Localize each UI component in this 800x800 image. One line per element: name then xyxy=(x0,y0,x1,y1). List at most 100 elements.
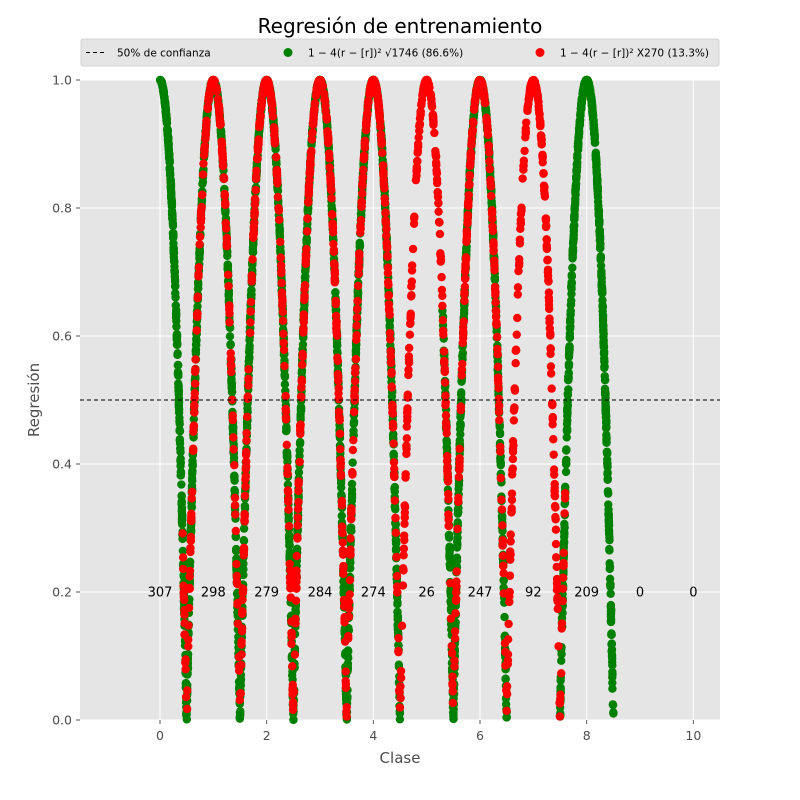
data-point-green xyxy=(239,570,248,580)
data-point-green xyxy=(156,75,165,85)
data-point-green xyxy=(172,316,181,326)
data-point-green xyxy=(457,377,466,386)
data-point-green xyxy=(331,288,340,297)
data-point-green xyxy=(176,467,186,477)
data-point-green xyxy=(394,660,404,669)
data-point-red xyxy=(253,142,263,151)
data-point-green xyxy=(295,437,305,447)
data-point-red xyxy=(356,228,365,237)
data-point-green xyxy=(387,392,397,401)
data-point-green xyxy=(164,145,173,154)
data-point-red xyxy=(292,551,301,561)
data-point-green xyxy=(566,322,575,331)
data-point-green xyxy=(389,452,399,461)
data-point-red xyxy=(432,175,442,184)
data-point-red xyxy=(395,703,405,712)
data-point-red xyxy=(407,266,417,275)
data-point-red xyxy=(290,650,300,659)
data-point-green xyxy=(175,419,184,429)
data-point-red xyxy=(279,338,288,347)
data-point-red xyxy=(225,318,234,327)
data-point-red xyxy=(459,317,468,326)
data-point-red xyxy=(348,445,358,455)
data-point-green xyxy=(297,366,307,375)
data-point-green xyxy=(571,184,580,194)
data-point-green xyxy=(194,284,203,293)
data-point-red xyxy=(516,224,525,234)
data-point-green xyxy=(389,429,398,439)
data-point-red xyxy=(402,422,411,431)
data-point-green xyxy=(559,541,568,551)
data-point-green xyxy=(452,537,462,546)
data-point-red xyxy=(546,369,556,378)
data-point-red xyxy=(190,401,199,410)
data-point-green xyxy=(442,444,452,454)
data-point-red xyxy=(243,392,253,401)
data-point-red xyxy=(358,181,367,191)
data-point-green xyxy=(159,87,168,96)
data-point-green xyxy=(459,305,469,315)
data-point-green xyxy=(561,460,571,469)
data-point-red xyxy=(520,146,529,156)
data-point-red xyxy=(271,152,281,162)
data-point-green xyxy=(341,689,351,699)
data-point-red xyxy=(182,704,192,714)
data-point-red xyxy=(549,450,558,459)
data-point-green xyxy=(390,482,400,492)
data-point-green xyxy=(231,532,240,542)
data-point-red xyxy=(336,444,345,454)
data-point-red xyxy=(548,420,557,429)
data-point-green xyxy=(454,503,463,513)
data-point-green xyxy=(162,115,171,124)
data-point-green xyxy=(595,244,605,253)
data-point-green xyxy=(303,206,313,216)
data-point-green xyxy=(195,246,204,256)
data-point-red xyxy=(231,510,240,519)
data-point-red xyxy=(463,210,473,220)
data-point-green xyxy=(229,453,239,463)
data-point-green xyxy=(168,229,178,238)
data-point-green xyxy=(556,676,565,685)
data-point-red xyxy=(405,319,415,329)
data-point-green xyxy=(239,565,248,574)
data-point-green xyxy=(561,467,571,477)
data-point-red xyxy=(551,525,561,534)
data-point-green xyxy=(170,282,180,291)
data-point-green xyxy=(501,674,510,684)
data-point-green xyxy=(175,427,185,436)
data-point-red xyxy=(493,362,503,372)
data-point-red xyxy=(389,439,398,448)
data-point-green xyxy=(449,708,458,717)
data-point-red xyxy=(402,441,411,450)
data-point-red xyxy=(494,407,504,416)
data-point-red xyxy=(465,171,474,180)
data-point-green xyxy=(598,296,607,305)
data-point-red xyxy=(440,358,449,367)
data-point-red xyxy=(230,501,240,510)
data-point-green xyxy=(336,483,346,492)
data-point-red xyxy=(396,673,406,683)
data-point-green xyxy=(236,675,246,684)
data-point-green xyxy=(282,448,292,457)
data-point-red xyxy=(560,509,569,518)
data-point-red xyxy=(455,444,464,453)
data-point-green xyxy=(229,471,239,481)
data-point-green xyxy=(171,301,180,310)
data-point-red xyxy=(400,501,409,510)
data-point-green xyxy=(347,489,357,499)
data-point-red xyxy=(298,349,307,359)
data-point-red xyxy=(405,330,415,339)
data-point-red xyxy=(548,412,557,422)
data-point-red xyxy=(551,539,561,549)
data-point-red xyxy=(186,547,195,557)
data-point-green xyxy=(280,380,290,389)
data-point-red xyxy=(464,201,473,211)
data-point-red xyxy=(241,482,250,491)
data-point-green xyxy=(173,340,182,350)
data-point-red xyxy=(195,232,205,241)
data-point-green xyxy=(178,546,188,556)
data-point-red xyxy=(187,494,196,503)
data-point-green xyxy=(343,652,353,661)
data-point-green xyxy=(195,253,204,263)
data-point-green xyxy=(345,559,355,568)
